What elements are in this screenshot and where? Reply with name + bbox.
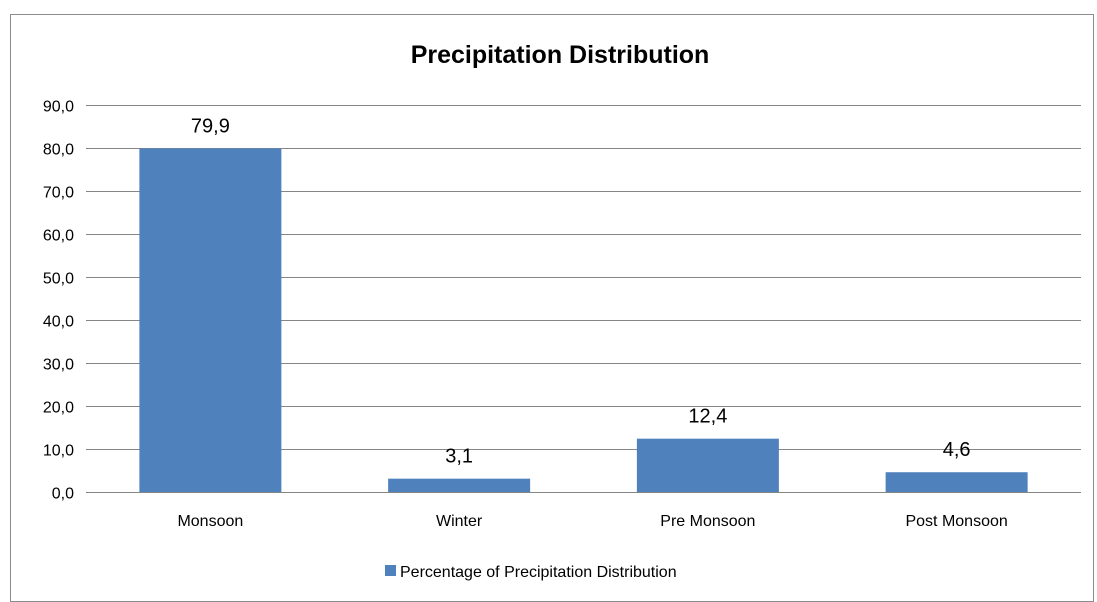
data-label: 79,9 [191, 115, 230, 137]
y-tick-label: 70,0 [43, 185, 74, 202]
legend: Percentage of Precipitation Distribution [385, 564, 677, 581]
data-label: 3,1 [445, 446, 473, 468]
y-tick-label: 10,0 [43, 443, 74, 460]
y-tick-label: 40,0 [43, 314, 74, 331]
bar [139, 148, 282, 492]
legend-label: Percentage of Precipitation Distribution [400, 564, 677, 581]
x-category-label: Monsoon [177, 513, 243, 530]
chart-title: Precipitation Distribution [411, 41, 710, 69]
bar [636, 438, 779, 492]
bars [139, 148, 1028, 492]
data-labels: 79,9 3,1 12,4 4,6 [191, 115, 971, 467]
x-category-label: Post Monsoon [905, 513, 1007, 530]
y-axis-tick-labels: 0,0 10,0 20,0 30,0 40,0 50,0 60,0 70,0 80,0 90,0 [43, 99, 74, 503]
x-category-label: Winter [436, 513, 483, 530]
x-category-label: Pre Monsoon [660, 513, 755, 530]
y-tick-label: 0,0 [52, 486, 74, 503]
bar [388, 478, 531, 492]
legend-swatch [385, 565, 396, 576]
x-axis-category-labels: Monsoon Winter Pre Monsoon Post Monsoon [177, 513, 1007, 530]
y-tick-label: 20,0 [43, 400, 74, 417]
data-label: 12,4 [688, 406, 727, 428]
bar [885, 472, 1028, 492]
y-tick-label: 80,0 [43, 142, 74, 159]
data-label: 4,6 [943, 439, 971, 461]
y-tick-label: 30,0 [43, 357, 74, 374]
y-tick-label: 60,0 [43, 228, 74, 245]
y-tick-label: 90,0 [43, 99, 74, 116]
y-tick-label: 50,0 [43, 271, 74, 288]
